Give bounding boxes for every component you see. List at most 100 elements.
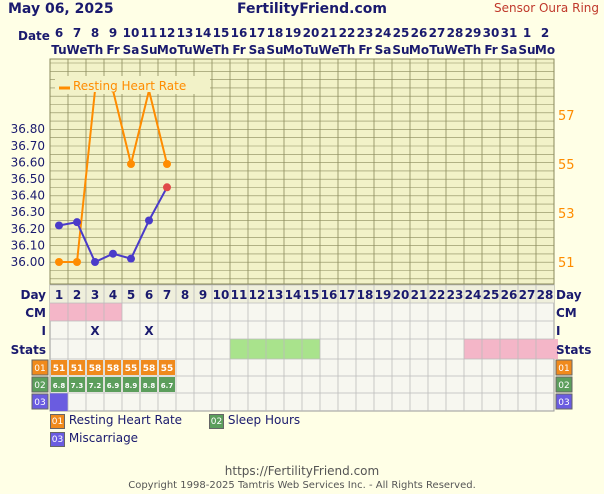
legend-label-resting-hr: Resting Heart Rate	[68, 413, 183, 427]
row-label-right: Day	[556, 288, 582, 302]
date-label: 13	[177, 26, 194, 40]
hr-point	[127, 160, 135, 168]
legend-label-miscarriage: Miscarriage	[68, 431, 139, 445]
weekday-label: Mo	[157, 43, 177, 57]
weekday-label: Mo	[535, 43, 555, 57]
weekday-label: We	[319, 43, 340, 57]
weekday-label: Th	[213, 43, 230, 57]
bbt-point	[73, 218, 81, 227]
row-code-left-text: 02	[34, 381, 45, 391]
date-label: 20	[303, 26, 320, 40]
cycle-day: 14	[285, 288, 302, 302]
weekday-label: Su	[266, 43, 283, 57]
left-axis-tick: 36.80	[11, 122, 45, 136]
date-label: 30	[483, 26, 500, 40]
cycle-day: 7	[163, 288, 171, 302]
weekday-label: Fr	[484, 43, 497, 57]
date-label: 21	[321, 26, 338, 40]
legend-miscarriage: 03 Miscarriage	[50, 431, 138, 447]
date-label: 12	[159, 26, 176, 40]
row-code-left	[31, 376, 49, 393]
hr-cell-value: 51	[53, 364, 66, 374]
left-axis-tick: 36.20	[11, 222, 45, 236]
cycle-day: 15	[303, 288, 320, 302]
sleep-cell-value: 6.7	[161, 382, 174, 390]
weekday-label: Th	[465, 43, 482, 57]
weekday-label: We	[193, 43, 214, 57]
date-label: 25	[393, 26, 410, 40]
hr-cell	[159, 360, 175, 375]
sleep-cell-value: 7.3	[71, 382, 84, 390]
cycle-day: 22	[429, 288, 446, 302]
cycle-day: 21	[411, 288, 428, 302]
date-label: 6	[55, 26, 63, 40]
footer-copyright: Copyright 1998-2025 Tamtris Web Services…	[128, 480, 476, 491]
cycle-day: 2	[73, 288, 81, 302]
date-label: 17	[249, 26, 266, 40]
site-title[interactable]: FertilityFriend.com	[237, 1, 387, 17]
cycle-day: 3	[91, 288, 99, 302]
sleep-cell	[141, 377, 157, 392]
hr-cell-value: 58	[89, 364, 102, 374]
weekday-label: We	[445, 43, 466, 57]
cycle-day: 16	[321, 288, 338, 302]
row-code-right	[555, 359, 573, 376]
weekday-label: Su	[392, 43, 409, 57]
weekday-label: Mo	[283, 43, 303, 57]
weekday-label: Fr	[232, 43, 245, 57]
weekday-label: Sa	[501, 43, 518, 57]
cycle-day: 5	[127, 288, 135, 302]
cycle-day: 10	[213, 288, 230, 302]
date-label: 27	[429, 26, 446, 40]
stats-green-band	[230, 339, 320, 359]
date-label: 16	[231, 26, 248, 40]
footer-url[interactable]: https://FertilityFriend.com	[224, 464, 380, 478]
date-label: 28	[447, 26, 464, 40]
cycle-day: 9	[199, 288, 207, 302]
hr-cell	[87, 360, 103, 375]
plot-legend-label: Resting Heart Rate	[73, 79, 186, 93]
weekday-label: Su	[140, 43, 157, 57]
date-label: 18	[267, 26, 284, 40]
weekday-label: Tu	[303, 43, 318, 57]
weekday-label: Sa	[123, 43, 140, 57]
hr-cell	[123, 360, 139, 375]
hr-cell-value: 55	[161, 364, 174, 374]
legend-code-01: 01	[50, 414, 65, 429]
right-axis-tick: 53	[558, 207, 575, 222]
date-label: 31	[501, 26, 518, 40]
cycle-day: 19	[375, 288, 392, 302]
sleep-cell	[51, 377, 67, 392]
cycle-day: 6	[145, 288, 153, 302]
date-label: 23	[357, 26, 374, 40]
date-label: 19	[285, 26, 302, 40]
date-label: 26	[411, 26, 428, 40]
date-label: 8	[91, 26, 99, 40]
cycle-day: 27	[519, 288, 536, 302]
sleep-cell	[69, 377, 85, 392]
date-label: 10	[123, 26, 140, 40]
sensor-label: Sensor Oura Ring	[494, 1, 599, 15]
left-axis-tick: 36.40	[11, 189, 45, 203]
left-axis-tick: 36.70	[11, 139, 45, 153]
left-axis-tick: 36.60	[11, 155, 45, 169]
cycle-day: 1	[55, 288, 63, 302]
cycle-day: 28	[537, 288, 554, 302]
weekday-label: Tu	[51, 43, 66, 57]
hr-point	[163, 160, 171, 168]
weekday-label: Tu	[177, 43, 192, 57]
intercourse-mark: X	[90, 324, 100, 338]
sleep-cell-value: 8.8	[143, 382, 156, 390]
sleep-cell	[123, 377, 139, 392]
cycle-day: 20	[393, 288, 410, 302]
sleep-cell-value: 6.8	[53, 382, 66, 390]
row-label-left: Day	[20, 288, 46, 302]
cycle-day: 18	[357, 288, 374, 302]
cycle-day: 13	[267, 288, 284, 302]
row-code-right-text: 01	[558, 364, 569, 374]
hr-cell	[141, 360, 157, 375]
weekday-label: Mo	[409, 43, 429, 57]
legend-code-02: 02	[209, 414, 224, 429]
sleep-cell	[159, 377, 175, 392]
